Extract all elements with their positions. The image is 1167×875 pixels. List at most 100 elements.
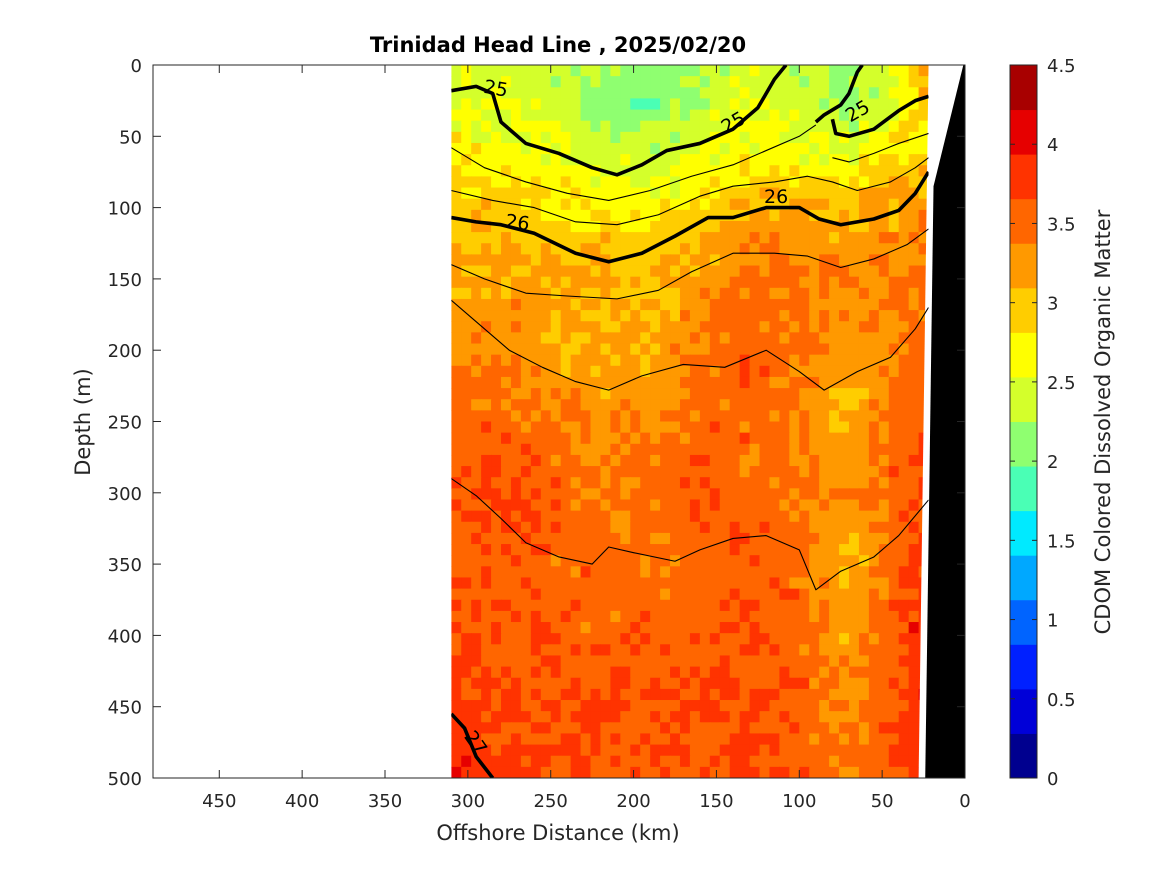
heatmap-cell <box>501 454 512 467</box>
heatmap-cell <box>510 700 522 712</box>
heatmap-cell <box>849 365 860 378</box>
heatmap-cell <box>650 109 661 122</box>
heatmap-cell <box>580 544 592 556</box>
heatmap-cell <box>819 443 830 456</box>
heatmap-cell <box>580 109 592 122</box>
heatmap-cell <box>868 666 880 679</box>
heatmap-cell <box>749 365 761 378</box>
x-tick-label: 0 <box>959 791 970 812</box>
heatmap-cell <box>620 555 631 567</box>
heatmap-cell <box>640 555 651 567</box>
heatmap-cell <box>451 510 462 523</box>
heatmap-cell <box>819 376 830 389</box>
heatmap-cell <box>749 744 761 757</box>
heatmap-cell <box>491 243 502 255</box>
heatmap-cell <box>491 510 502 523</box>
heatmap-cell <box>679 666 691 679</box>
heatmap-cell <box>739 176 751 189</box>
heatmap-cell <box>650 633 661 645</box>
heatmap-cell <box>471 532 482 545</box>
heatmap-cell <box>620 477 631 489</box>
heatmap-cell <box>481 187 492 200</box>
heatmap-cell <box>898 98 910 111</box>
heatmap-cell <box>789 488 800 501</box>
heatmap-cell <box>630 120 641 133</box>
heatmap-cell <box>759 365 771 378</box>
heatmap-cell <box>898 321 910 333</box>
heatmap-cell <box>600 644 611 657</box>
heatmap-cell <box>540 443 552 456</box>
heatmap-cell <box>670 131 681 144</box>
heatmap-cell <box>481 220 492 233</box>
heatmap-cell <box>709 655 721 668</box>
heatmap-cell <box>689 142 701 155</box>
heatmap-cell <box>590 488 602 501</box>
heatmap-cell <box>699 209 711 222</box>
heatmap-cell <box>819 298 830 311</box>
heatmap-cell <box>481 454 492 467</box>
heatmap-cell <box>630 142 641 155</box>
heatmap-cell <box>560 488 572 501</box>
heatmap-cell <box>819 700 830 712</box>
heatmap-cell <box>749 566 761 579</box>
heatmap-cell <box>650 98 661 111</box>
heatmap-cell <box>471 733 482 746</box>
heatmap-cell <box>799 209 810 222</box>
heatmap-cell <box>510 755 522 768</box>
heatmap-cell <box>510 421 522 434</box>
heatmap-cell <box>560 276 572 289</box>
heatmap-cell <box>540 265 552 278</box>
heatmap-cell <box>789 432 800 445</box>
heatmap-cell <box>550 265 562 278</box>
heatmap-cell <box>560 198 572 211</box>
heatmap-cell <box>580 388 592 400</box>
heatmap-cell <box>719 410 731 423</box>
heatmap-cell <box>858 310 870 322</box>
heatmap-cell <box>630 354 641 367</box>
heatmap-cell <box>719 265 731 278</box>
heatmap-cell <box>829 142 840 155</box>
heatmap-cell <box>769 499 780 512</box>
heatmap-cell <box>550 187 562 200</box>
heatmap-cell <box>719 321 731 333</box>
heatmap-cell <box>858 588 870 601</box>
heatmap-cell <box>540 544 552 556</box>
heatmap-cell <box>660 165 671 178</box>
heatmap-cell <box>491 176 502 189</box>
heatmap-cell <box>918 254 929 267</box>
heatmap-cell <box>610 98 621 111</box>
heatmap-cell <box>510 254 522 267</box>
heatmap-cell <box>908 298 920 311</box>
heatmap-cell <box>471 187 482 200</box>
heatmap-cell <box>570 488 582 501</box>
heatmap-cell <box>789 332 800 345</box>
heatmap-cell <box>570 343 582 356</box>
heatmap-cell <box>570 376 582 389</box>
heatmap-cell <box>550 766 562 778</box>
heatmap-cell <box>520 298 532 311</box>
heatmap-cell <box>759 376 771 389</box>
heatmap-cell <box>550 254 562 267</box>
heatmap-cell <box>610 700 621 712</box>
heatmap-cell <box>689 644 701 657</box>
heatmap-cell <box>679 599 691 612</box>
heatmap-cell <box>590 198 602 211</box>
heatmap-cell <box>888 287 900 300</box>
heatmap-cell <box>749 410 761 423</box>
heatmap-cell <box>640 488 651 501</box>
heatmap-cell <box>590 544 602 556</box>
heatmap-cell <box>839 622 850 634</box>
heatmap-cell <box>719 755 731 768</box>
heatmap-cell <box>789 622 800 634</box>
heatmap-cell <box>679 443 691 456</box>
heatmap-cell <box>580 432 592 445</box>
heatmap-cell <box>709 421 721 434</box>
heatmap-cell <box>878 477 890 489</box>
heatmap-cell <box>849 544 860 556</box>
heatmap-cell <box>809 120 820 133</box>
heatmap-cell <box>849 343 860 356</box>
heatmap-cell <box>769 733 780 746</box>
heatmap-cell <box>888 120 900 133</box>
heatmap-cell <box>719 142 731 155</box>
heatmap-cell <box>530 666 542 679</box>
